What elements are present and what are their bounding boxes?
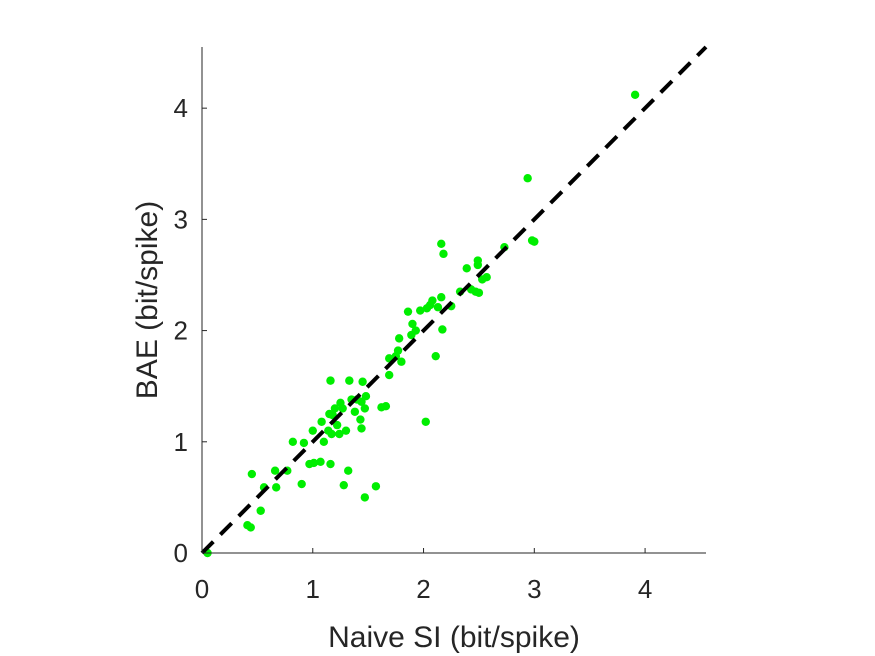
- y-tick-label: 0: [174, 538, 188, 568]
- data-point: [309, 458, 319, 468]
- data-point: [385, 370, 394, 380]
- x-tick-label: 3: [527, 574, 541, 604]
- y-axis-title: BAE (bit/spike): [131, 201, 164, 399]
- data-point: [482, 273, 491, 282]
- data-point: [473, 260, 483, 270]
- y-axis-ticks: 0 1 2 3 4: [174, 93, 207, 568]
- data-point: [462, 264, 471, 273]
- data-point: [474, 288, 484, 297]
- y-tick-label: 4: [174, 93, 188, 123]
- data-point: [360, 493, 370, 502]
- data-point: [270, 466, 280, 475]
- data-point: [421, 417, 430, 426]
- x-tick-label: 2: [416, 574, 430, 604]
- data-point: [272, 483, 281, 492]
- data-point: [437, 293, 446, 302]
- data-point: [356, 415, 365, 424]
- data-point: [326, 459, 335, 469]
- data-point: [408, 319, 417, 329]
- data-point: [357, 424, 366, 433]
- data-point: [397, 357, 406, 366]
- data-point: [403, 307, 413, 316]
- data-point: [299, 438, 309, 448]
- data-point: [433, 303, 443, 312]
- data-point: [344, 466, 353, 475]
- data-point: [326, 376, 335, 385]
- x-tick-label: 0: [195, 574, 209, 604]
- data-point: [350, 407, 360, 416]
- data-point: [393, 346, 403, 355]
- y-tick-label: 3: [174, 204, 188, 234]
- data-point: [308, 426, 317, 435]
- data-point: [437, 239, 446, 249]
- y-tick-label: 2: [174, 316, 188, 346]
- identity-reference-line: [200, 45, 708, 555]
- data-point: [428, 296, 437, 305]
- x-axis-title: Naive SI (bit/spike): [328, 621, 580, 654]
- x-axis-ticks: 0 1 2 3 4: [195, 548, 652, 604]
- data-point: [339, 480, 348, 490]
- data-point: [319, 437, 329, 446]
- data-point: [345, 376, 354, 385]
- data-point: [438, 325, 447, 334]
- data-point: [317, 417, 326, 426]
- data-point: [316, 457, 325, 467]
- data-point: [335, 429, 344, 439]
- x-tick-label: 1: [306, 574, 320, 604]
- data-point: [246, 523, 255, 532]
- data-point: [381, 402, 391, 411]
- data-point: [330, 404, 340, 413]
- data-point: [431, 351, 440, 361]
- data-point: [394, 334, 404, 343]
- data-point: [288, 437, 298, 446]
- data-point: [341, 426, 351, 435]
- plot-area: [200, 45, 708, 558]
- data-point: [439, 249, 448, 259]
- data-point: [332, 420, 342, 430]
- data-point: [371, 482, 381, 491]
- data-point: [411, 326, 420, 335]
- data-point: [358, 377, 367, 386]
- data-point: [256, 506, 265, 515]
- data-point: [361, 391, 371, 401]
- data-point: [523, 174, 532, 183]
- x-tick-label: 4: [638, 574, 652, 604]
- data-point: [416, 306, 425, 315]
- data-point: [360, 404, 370, 413]
- data-point: [247, 469, 257, 479]
- y-tick-label: 1: [174, 427, 188, 457]
- data-point: [530, 237, 539, 246]
- data-point: [630, 90, 640, 100]
- data-point: [297, 479, 306, 489]
- data-point: [327, 429, 336, 439]
- data-point: [338, 404, 347, 413]
